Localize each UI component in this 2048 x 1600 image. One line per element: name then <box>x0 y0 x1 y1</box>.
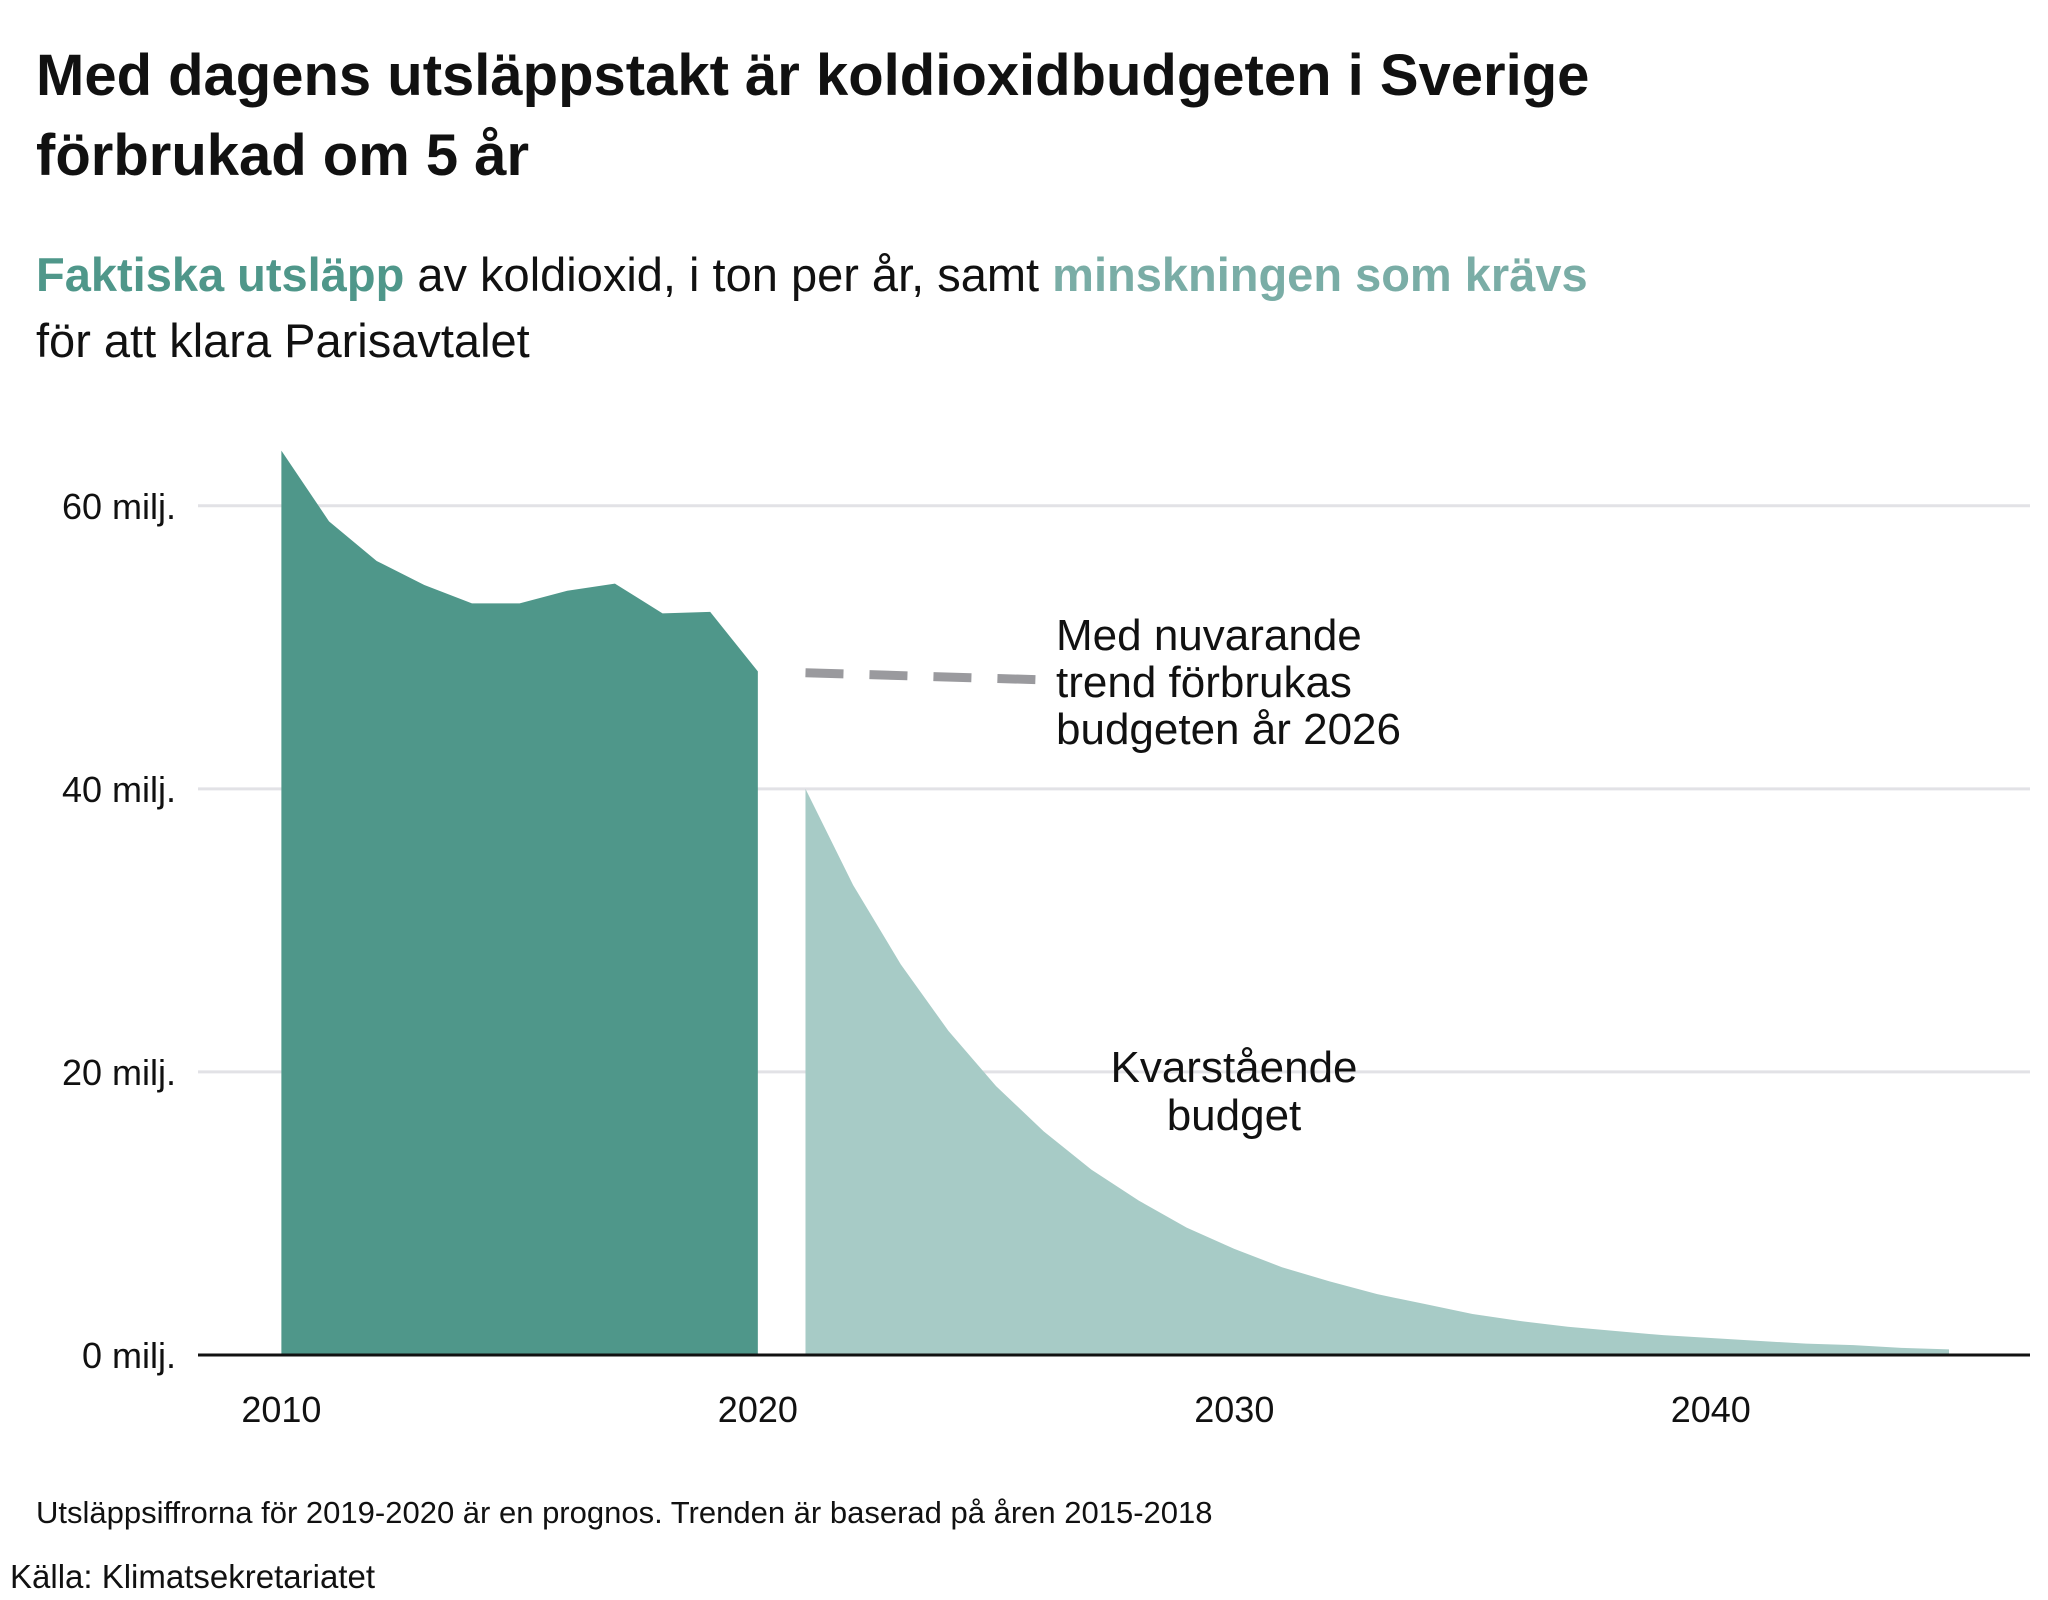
subtitle: för att klara Parisavtalet <box>36 314 530 367</box>
y-tick-label: 0 milj. <box>82 1335 176 1376</box>
chart-title: Med dagens utsläppstakt är koldioxidbudg… <box>36 43 1589 108</box>
y-tick-label: 40 milj. <box>62 769 176 810</box>
area <box>805 788 1950 1355</box>
subtitle-part: minskningen som krävs <box>1052 248 1587 301</box>
x-tick-label: 2010 <box>241 1389 321 1430</box>
annotation: budget <box>1167 1091 1302 1140</box>
y-tick-label: 20 milj. <box>62 1052 176 1093</box>
footnote: Utsläppsiffrorna för 2019-2020 är en pro… <box>36 1495 1213 1530</box>
subtitle-part: Faktiska utsläpp <box>36 248 404 301</box>
subtitle: Faktiska utsläpp av koldioxid, i ton per… <box>36 248 1588 301</box>
subtitle-part: för att klara Parisavtalet <box>36 314 530 367</box>
chart-title: förbrukad om 5 år <box>36 123 529 188</box>
subtitle-part: av koldioxid, i ton per år, samt <box>404 248 1052 301</box>
annotation: trend förbrukas <box>1056 658 1352 707</box>
trend-line <box>805 668 1044 685</box>
y-tick-label: 60 milj. <box>62 486 176 527</box>
annotation: Med nuvarande <box>1056 611 1362 660</box>
x-tick-label: 2040 <box>1671 1389 1751 1430</box>
x-tick-label: 2030 <box>1194 1389 1274 1430</box>
annotation: Kvarstående <box>1110 1043 1357 1092</box>
x-tick-label: 2020 <box>718 1389 798 1430</box>
area <box>281 450 758 1356</box>
source: Källa: Klimatsekretariatet <box>10 1558 375 1595</box>
annotation: budgeten år 2026 <box>1056 705 1401 754</box>
